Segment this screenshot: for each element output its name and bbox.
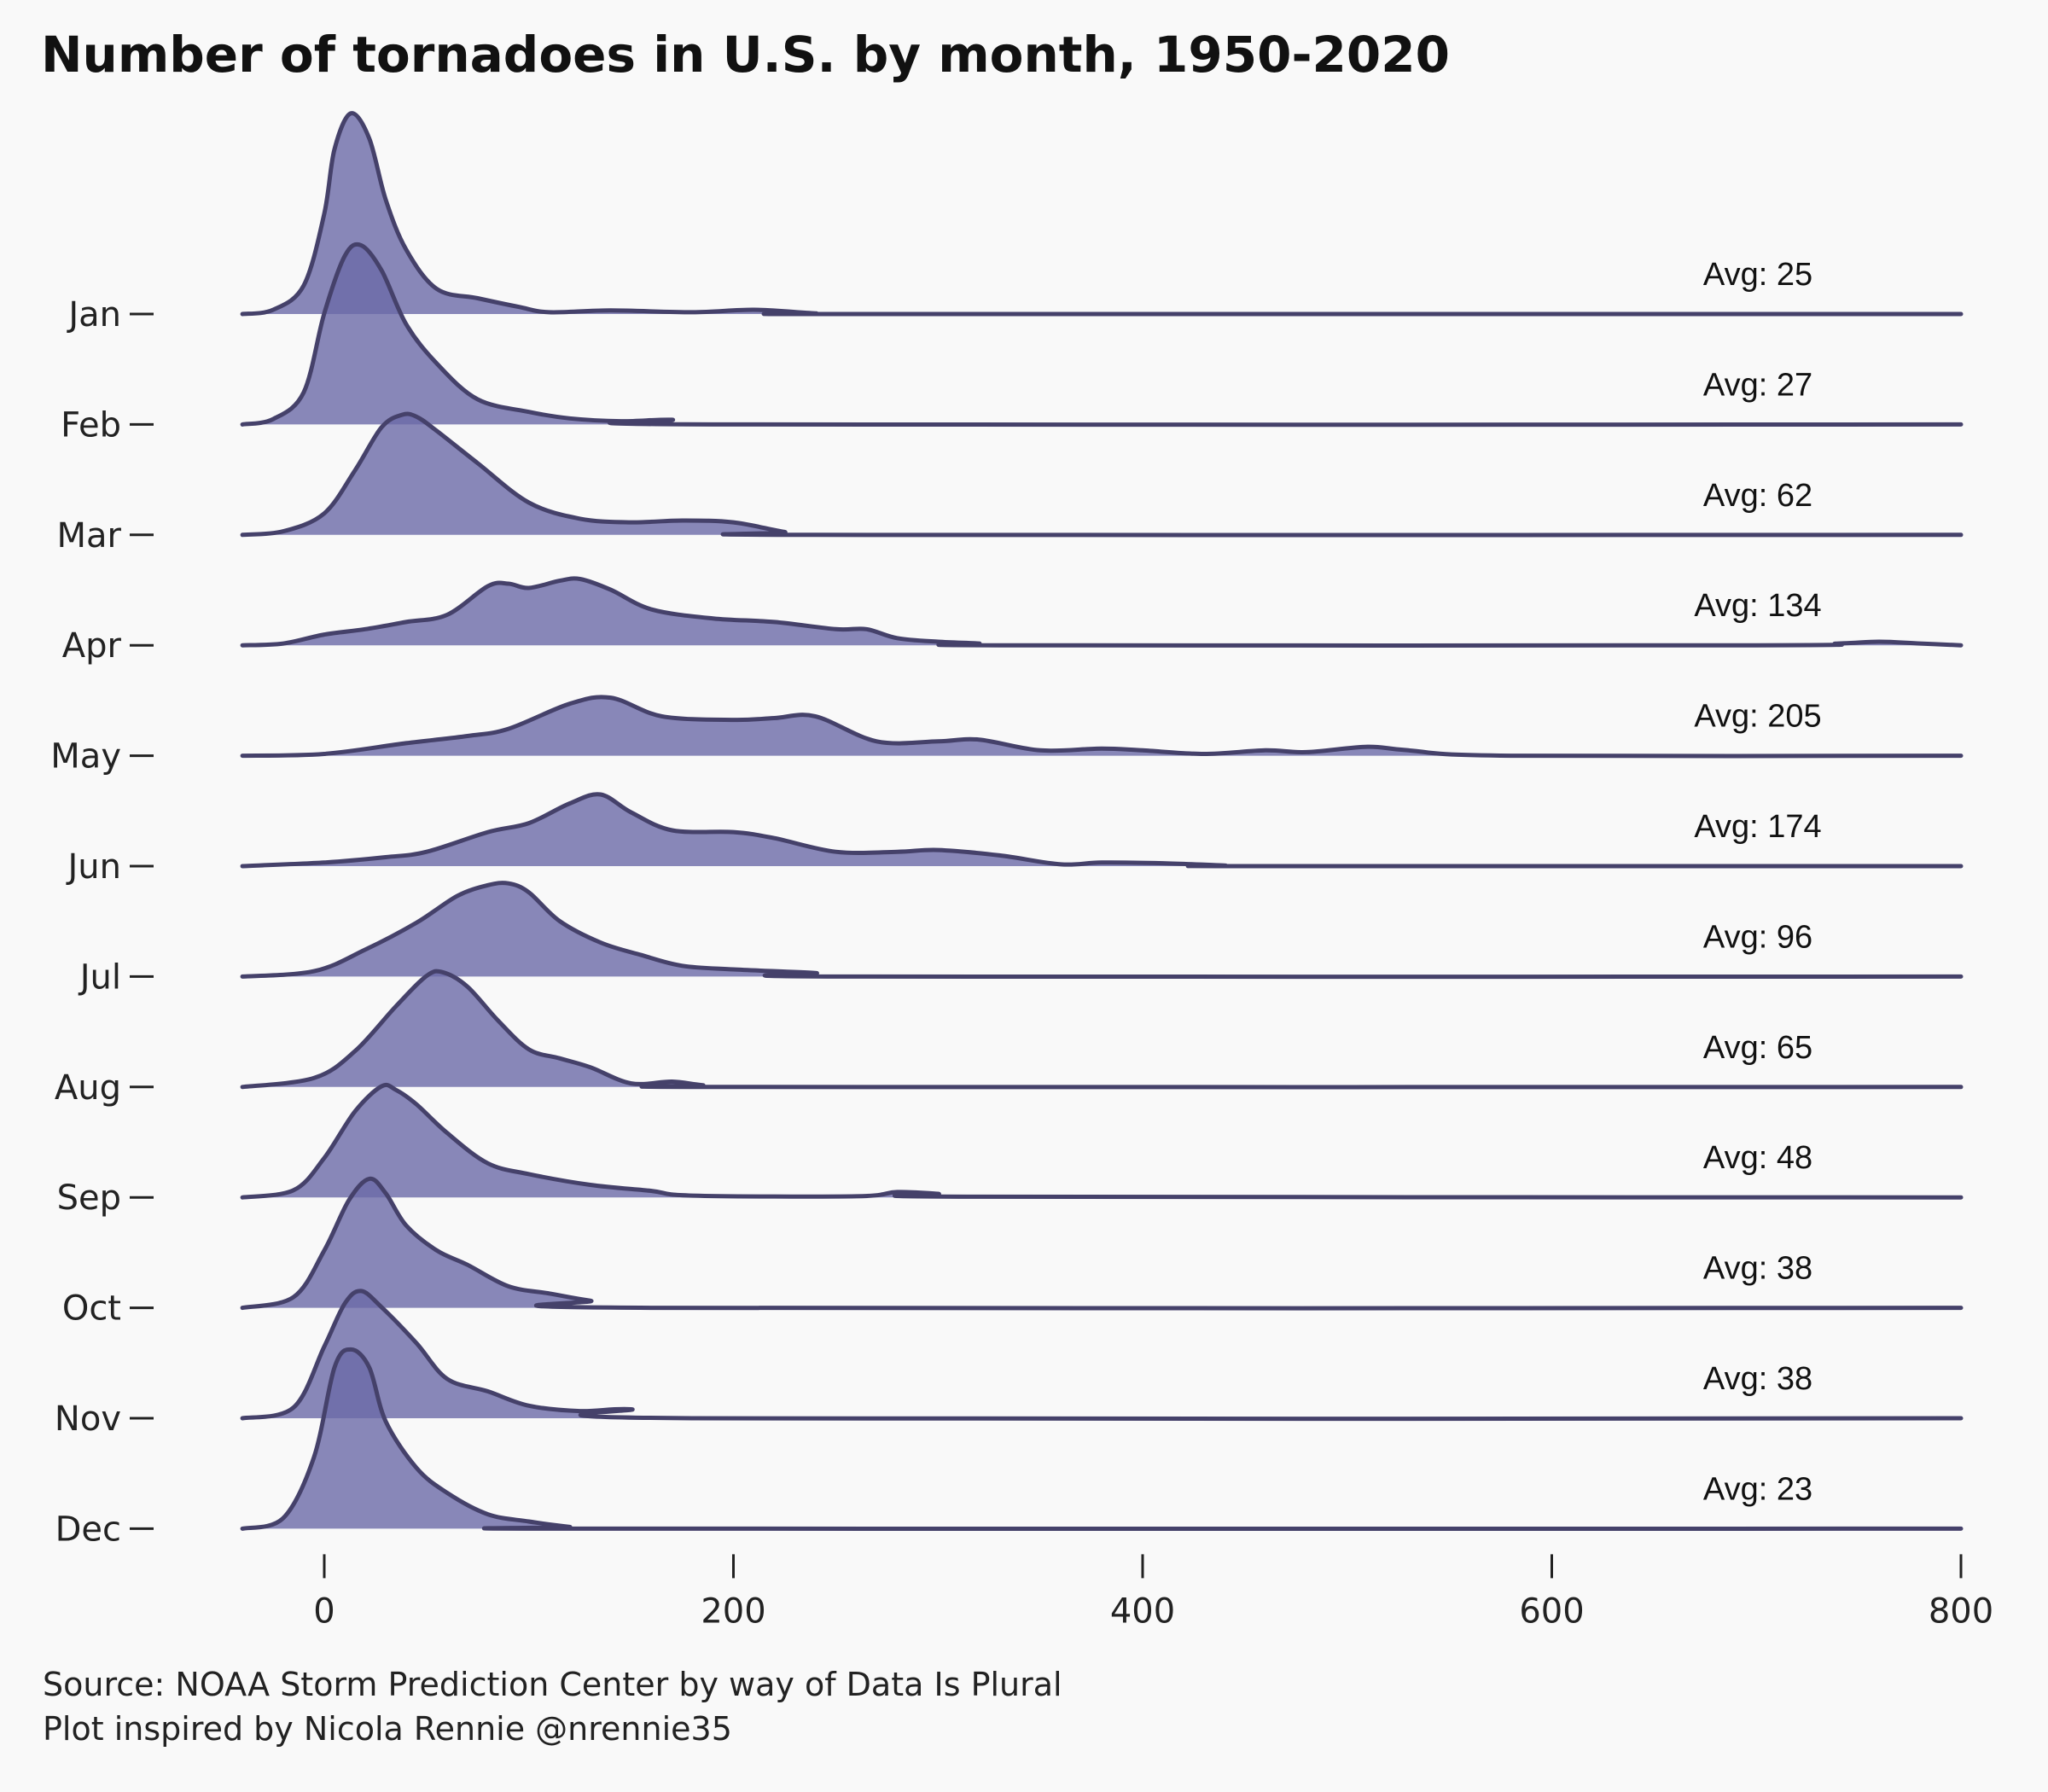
x-tick-label-800: 800 xyxy=(1929,1591,1993,1631)
ridge-line-jun xyxy=(240,792,1964,869)
ridge-area-dec xyxy=(242,1349,1962,1529)
ridge-area-feb xyxy=(242,244,1962,425)
avg-label-apr: Avg: 134 xyxy=(1694,588,1821,624)
ridges-group: Avg: 25 Avg: 27 Avg: 62 Avg: 134 Avg: 205 Avg… xyxy=(240,111,1964,1532)
x-tick-label-400: 400 xyxy=(1110,1591,1175,1631)
x-axis: 0 200 400 600 800 xyxy=(313,1554,1993,1631)
y-axis: Jan Feb Mar Apr May Jun Jul Aug Sep Oct Nov Dec xyxy=(50,295,154,1549)
y-tick-label-sep: Sep xyxy=(57,1178,121,1218)
ridge-area-sep xyxy=(242,1085,1962,1198)
credit-caption: Plot inspired by Nicola Rennie @nrennie3… xyxy=(43,1710,732,1748)
y-tick-label-dec: Dec xyxy=(55,1510,121,1549)
y-tick-label-apr: Apr xyxy=(62,626,122,666)
ridge-area-aug xyxy=(242,971,1962,1087)
ridge-line-nov xyxy=(240,1289,1964,1422)
ridge-line-sep xyxy=(240,1082,1964,1200)
ridge-area-oct xyxy=(242,1178,1962,1309)
avg-label-nov: Avg: 38 xyxy=(1703,1361,1812,1397)
x-tick-label-200: 200 xyxy=(701,1591,765,1631)
avg-label-jun: Avg: 174 xyxy=(1694,809,1821,845)
ridge-area-may xyxy=(242,696,1962,757)
ridge-area-jan xyxy=(242,113,1962,315)
avg-label-mar: Avg: 62 xyxy=(1703,478,1812,514)
y-tick-label-jun: Jun xyxy=(66,847,122,887)
y-tick-label-oct: Oct xyxy=(62,1289,121,1329)
ridge-line-aug xyxy=(240,969,1964,1090)
ridge-line-jan xyxy=(240,111,1964,317)
avg-label-sep: Avg: 48 xyxy=(1703,1140,1812,1176)
x-tick-label-0: 0 xyxy=(313,1591,335,1631)
source-caption: Source: NOAA Storm Prediction Center by … xyxy=(43,1666,1062,1703)
ridge-area-apr xyxy=(242,578,1962,646)
ridge-line-dec xyxy=(240,1347,1964,1532)
y-tick-label-jan: Jan xyxy=(66,295,121,335)
ridgeline-chart: Avg: 25 Avg: 27 Avg: 62 Avg: 134 Avg: 205 Avg… xyxy=(50,111,1993,1631)
ridge-line-mar xyxy=(240,411,1964,538)
ridge-area-jun xyxy=(242,794,1962,867)
avg-label-aug: Avg: 65 xyxy=(1703,1030,1812,1066)
y-tick-label-feb: Feb xyxy=(61,405,121,445)
y-tick-label-jul: Jul xyxy=(78,957,121,997)
ridge-area-nov xyxy=(242,1290,1962,1419)
avg-label-feb: Avg: 27 xyxy=(1703,367,1812,403)
avg-label-jul: Avg: 96 xyxy=(1703,919,1812,955)
y-tick-label-aug: Aug xyxy=(55,1068,121,1108)
ridge-line-may xyxy=(240,695,1964,759)
ridge-line-jul xyxy=(240,881,1964,980)
y-tick-label-nov: Nov xyxy=(55,1399,121,1439)
ridge-area-mar xyxy=(242,413,1962,536)
avg-label-may: Avg: 205 xyxy=(1694,699,1821,735)
y-tick-label-may: May xyxy=(50,737,121,777)
y-tick-label-mar: Mar xyxy=(57,516,122,556)
ridge-area-jul xyxy=(242,882,1962,977)
avg-label-jan: Avg: 25 xyxy=(1703,257,1812,293)
x-tick-label-600: 600 xyxy=(1519,1591,1584,1631)
avg-label-dec: Avg: 23 xyxy=(1703,1471,1812,1507)
ridge-line-oct xyxy=(240,1176,1964,1311)
ridge-line-apr xyxy=(240,576,1964,648)
ridge-line-feb xyxy=(240,241,1964,428)
avg-label-oct: Avg: 38 xyxy=(1703,1251,1812,1287)
chart-title: Number of tornadoes in U.S. by month, 19… xyxy=(41,26,1450,84)
